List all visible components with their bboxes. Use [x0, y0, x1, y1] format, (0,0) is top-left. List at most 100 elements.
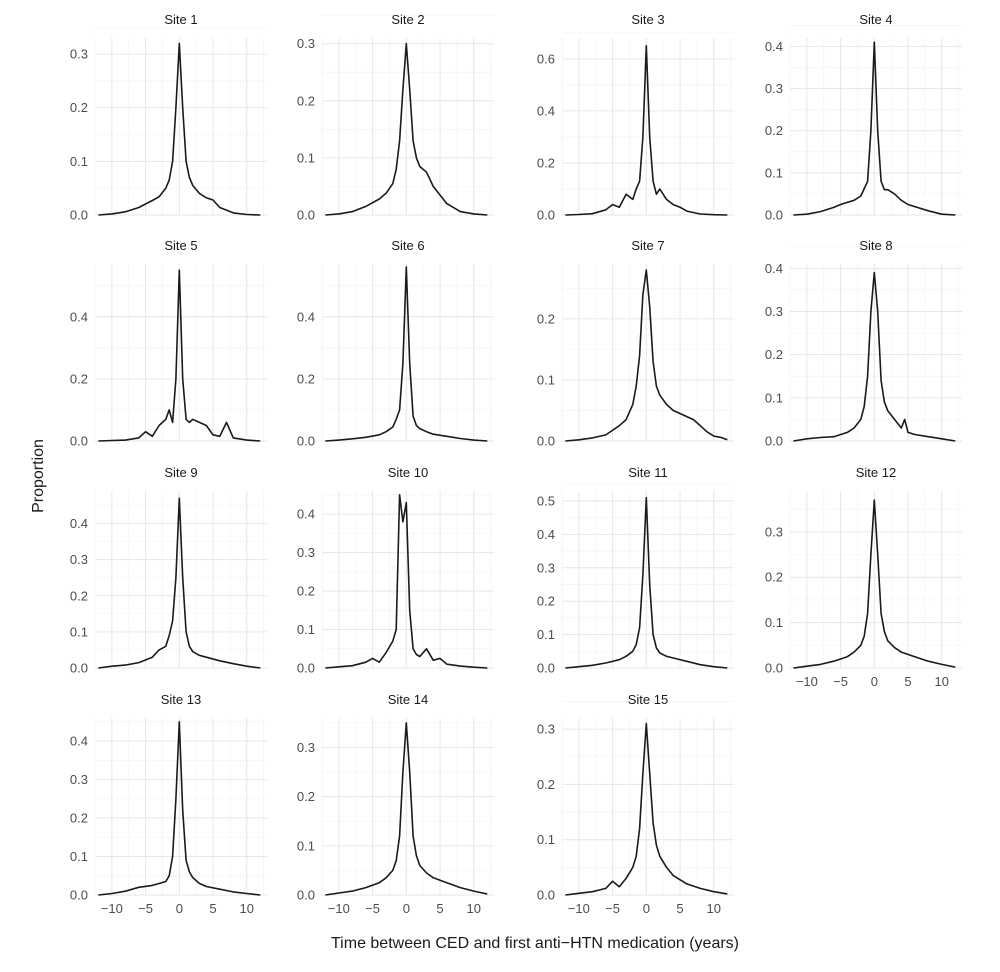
- panel-site-5: Site 5 0.0 0.2 0.4: [70, 238, 267, 449]
- y-tick-label: 0.5: [537, 494, 555, 509]
- series-line-site-11: [565, 496, 728, 669]
- x-tick-label: 10: [935, 674, 949, 689]
- series-line-site-8: [793, 271, 956, 442]
- series-line-site-10: [325, 493, 488, 669]
- y-tick-label: 0.1: [765, 615, 783, 630]
- y-tick-label: 0.0: [297, 888, 315, 903]
- panel-title: Site 10: [388, 465, 428, 480]
- panel-title: Site 2: [391, 12, 424, 27]
- panel-title: Site 14: [388, 692, 428, 707]
- y-tick-label: 0.0: [537, 208, 555, 223]
- x-tick-label: −5: [138, 901, 153, 916]
- panel-site-9: Site 9 0.0 0.1 0.2 0.3 0.4: [70, 465, 267, 676]
- y-tick-label: 0.3: [70, 47, 88, 62]
- panel-title: Site 12: [856, 465, 896, 480]
- y-tick-label: 0.4: [765, 39, 783, 54]
- y-tick-label: 0.2: [70, 100, 88, 115]
- panel-title: Site 7: [631, 238, 664, 253]
- y-tick-label: 0.0: [537, 888, 555, 903]
- x-tick-label: 0: [403, 901, 410, 916]
- y-tick-label: 0.1: [70, 154, 88, 169]
- x-tick-label: −10: [328, 901, 350, 916]
- series-line-site-6: [325, 266, 488, 442]
- y-tick-label: 0.3: [297, 36, 315, 51]
- series-line-site-3: [565, 44, 728, 216]
- y-tick-label: 0.1: [537, 832, 555, 847]
- panel-site-2: Site 2 0.0 0.1 0.2 0.3: [297, 12, 494, 223]
- x-tick-label: −10: [568, 901, 590, 916]
- panel-site-7: Site 7 0.0 0.1 0.2: [537, 238, 734, 449]
- y-tick-label: 0.0: [765, 208, 783, 223]
- y-tick-label: 0.0: [765, 661, 783, 676]
- y-tick-label: 0.2: [297, 371, 315, 386]
- x-tick-label: 10: [467, 901, 481, 916]
- y-tick-label: 0.3: [765, 304, 783, 319]
- y-tick-label: 0.2: [765, 570, 783, 585]
- x-tick-label: 5: [904, 674, 911, 689]
- y-tick-label: 0.0: [70, 661, 88, 676]
- y-tick-label: 0.1: [537, 372, 555, 387]
- y-tick-label: 0.2: [70, 588, 88, 603]
- y-tick-label: 0.4: [297, 507, 315, 522]
- y-tick-label: 0.1: [70, 624, 88, 639]
- panel-site-8: Site 8 0.0 0.1 0.2 0.3 0.4: [765, 238, 962, 449]
- y-tick-label: 0.0: [765, 434, 783, 449]
- panel-site-4: Site 4 0.0 0.1 0.2 0.3 0.4: [765, 12, 962, 223]
- y-tick-label: 0.0: [297, 434, 315, 449]
- y-tick-label: 0.2: [297, 93, 315, 108]
- y-tick-label: 0.4: [70, 309, 88, 324]
- y-tick-label: 0.3: [765, 524, 783, 539]
- panel-site-14: Site 14 0.0 0.1 0.2 0.3 −10 −5 0 5 10: [297, 692, 494, 916]
- y-axis-title: Proportion: [30, 439, 47, 513]
- panel-site-6: Site 6 0.0 0.2 0.4: [297, 238, 494, 449]
- y-tick-label: 0.0: [537, 434, 555, 449]
- panel-site-1: Site 1 0.0 0.1 0.2 0.3: [70, 12, 267, 223]
- x-tick-label: 0: [176, 901, 183, 916]
- y-tick-label: 0.0: [70, 888, 88, 903]
- y-tick-label: 0.4: [537, 527, 555, 542]
- y-tick-label: 0.2: [537, 777, 555, 792]
- panel-title: Site 4: [859, 12, 892, 27]
- x-tick-label: −5: [833, 674, 848, 689]
- series-line-site-2: [325, 42, 488, 216]
- y-tick-label: 0.1: [765, 165, 783, 180]
- y-tick-label: 0.3: [765, 81, 783, 96]
- y-tick-label: 0.4: [765, 261, 783, 276]
- panel-title: Site 15: [628, 692, 668, 707]
- y-tick-label: 0.2: [297, 789, 315, 804]
- y-tick-label: 0.3: [297, 545, 315, 560]
- panel-title: Site 9: [164, 465, 197, 480]
- y-tick-label: 0.1: [297, 838, 315, 853]
- y-tick-label: 0.6: [537, 51, 555, 66]
- series-line-site-5: [98, 269, 261, 442]
- x-tick-label: 5: [209, 901, 216, 916]
- x-tick-label: −10: [101, 901, 123, 916]
- y-tick-label: 0.2: [537, 311, 555, 326]
- panel-title: Site 6: [391, 238, 424, 253]
- x-tick-label: 5: [676, 901, 683, 916]
- y-tick-label: 0.1: [297, 622, 315, 637]
- y-tick-label: 0.1: [537, 627, 555, 642]
- y-tick-label: 0.4: [70, 734, 88, 749]
- y-tick-label: 0.3: [297, 740, 315, 755]
- y-tick-label: 0.3: [537, 560, 555, 575]
- panel-site-12: Site 12 0.0 0.1 0.2 0.3 −10 −5 0 5 10: [765, 465, 962, 689]
- panel-site-13: Site 13 0.0 0.1 0.2 0.3 0.4 −10 −5 0 5 10: [70, 692, 267, 916]
- series-line-site-13: [98, 720, 261, 896]
- y-tick-label: 0.3: [70, 552, 88, 567]
- panel-title: Site 1: [164, 12, 197, 27]
- y-tick-label: 0.2: [70, 371, 88, 386]
- x-tick-label: 0: [871, 674, 878, 689]
- y-tick-label: 0.0: [297, 208, 315, 223]
- series-line-site-14: [325, 722, 488, 896]
- x-tick-label: −5: [605, 901, 620, 916]
- y-tick-label: 0.1: [765, 390, 783, 405]
- y-tick-label: 0.2: [537, 155, 555, 170]
- panel-title: Site 8: [859, 238, 892, 253]
- y-tick-label: 0.2: [765, 347, 783, 362]
- y-tick-label: 0.0: [537, 661, 555, 676]
- series-line-site-12: [793, 499, 956, 669]
- y-tick-label: 0.2: [297, 584, 315, 599]
